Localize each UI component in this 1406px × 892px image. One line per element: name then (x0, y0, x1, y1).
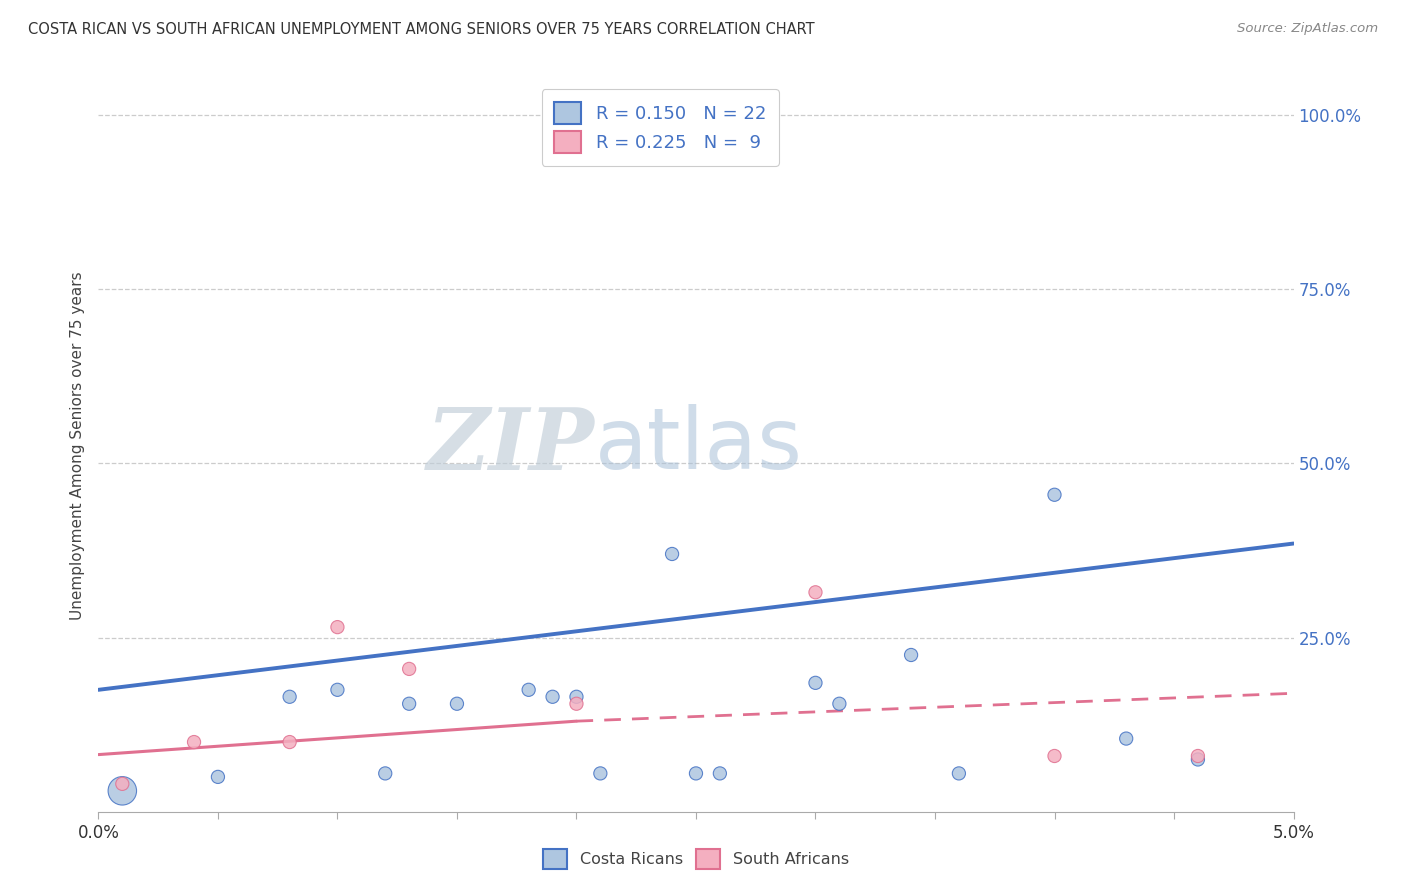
Point (709, 766, 731, 780)
Point (1043, 749, 1066, 764)
Point (374, 766, 396, 780)
Point (278, 690, 301, 704)
Point (326, 620, 349, 634)
Legend: Costa Ricans, South Africans: Costa Ricans, South Africans (536, 841, 856, 877)
Point (1115, 731, 1137, 746)
Point (111, 777, 134, 791)
Point (398, 697, 420, 711)
Point (398, 662, 420, 676)
Point (326, 682, 349, 697)
Point (685, 766, 707, 780)
Point (613, 128, 636, 143)
Point (446, 697, 468, 711)
Point (565, 697, 588, 711)
Point (661, 547, 683, 561)
Point (207, 770, 229, 784)
Text: atlas: atlas (595, 404, 803, 488)
Point (900, 648, 922, 662)
Point (565, 690, 588, 704)
Point (541, 690, 564, 704)
Point (1187, 749, 1209, 764)
Point (1187, 752, 1209, 766)
Point (278, 735, 301, 749)
Point (828, 697, 851, 711)
Point (948, 766, 970, 780)
Point (517, 682, 540, 697)
Text: COSTA RICAN VS SOUTH AFRICAN UNEMPLOYMENT AMONG SENIORS OVER 75 YEARS CORRELATIO: COSTA RICAN VS SOUTH AFRICAN UNEMPLOYMEN… (28, 22, 814, 37)
Text: Source: ZipAtlas.com: Source: ZipAtlas.com (1237, 22, 1378, 36)
Point (804, 676, 827, 690)
Point (804, 585, 827, 599)
Text: ZIP: ZIP (426, 404, 595, 488)
Point (1043, 488, 1066, 502)
Point (589, 766, 612, 780)
Point (111, 784, 134, 798)
Point (183, 735, 205, 749)
Y-axis label: Unemployment Among Seniors over 75 years: Unemployment Among Seniors over 75 years (69, 272, 84, 620)
